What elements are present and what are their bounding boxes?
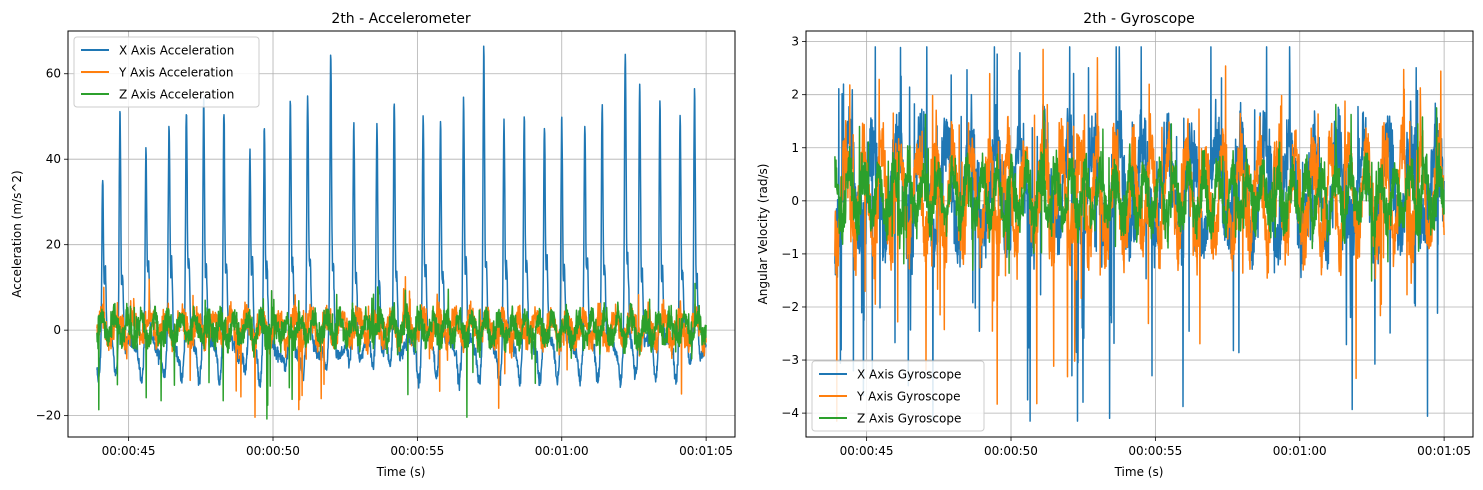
series-line-z-gyr (834, 103, 1445, 282)
gyroscope-x-ticks: 00:00:45 00:00:50 00:00:55 00:01:00 00:01:05 (840, 437, 1471, 458)
x-tick-label: 00:00:45 (102, 444, 156, 458)
y-tick-label: 20 (46, 238, 61, 252)
gyroscope-ylabel: Angular Velocity (rad/s) (756, 164, 770, 305)
gyroscope-y-ticks: −4 −3 −2 −1 0 1 2 3 (781, 35, 806, 420)
x-tick-label: 00:01:00 (1273, 444, 1327, 458)
accelerometer-chart: 2th - Accelerometer 00:00:45 00:00:50 00:0… (10, 11, 736, 479)
x-tick-label: 00:01:05 (1417, 444, 1471, 458)
gyroscope-xlabel: Time (s) (1114, 465, 1164, 479)
y-tick-label: 60 (46, 67, 61, 81)
legend-label-y: Y Axis Acceleration (118, 66, 233, 80)
series-line-x-acc (96, 45, 707, 392)
accelerometer-ylabel: Acceleration (m/s^2) (10, 170, 24, 297)
x-tick-label: 00:01:05 (679, 444, 733, 458)
x-tick-label: 00:00:50 (984, 444, 1038, 458)
x-tick-label: 00:00:45 (840, 444, 894, 458)
legend-label-x: X Axis Acceleration (119, 44, 234, 58)
legend-box (73, 36, 260, 108)
accelerometer-plot-frame (67, 30, 736, 438)
accelerometer-y-ticks: −20 0 20 40 60 (36, 67, 68, 423)
legend-label-z: Z Axis Acceleration (119, 88, 234, 102)
y-tick-label: 2 (791, 88, 799, 102)
y-tick-label: −20 (36, 409, 61, 423)
y-tick-label: 40 (46, 152, 61, 166)
gyroscope-legend: X Axis Gyroscope Y Axis Gyroscope Z Axis… (811, 360, 985, 432)
series-line-z-acc (96, 282, 707, 420)
y-tick-label: −4 (781, 406, 799, 420)
gyroscope-series (834, 46, 1445, 422)
gyroscope-chart: 2th - Gyroscope 00:00:45 00:00:50 00:00:55… (756, 11, 1474, 479)
accelerometer-series (96, 45, 707, 420)
y-tick-label: −3 (781, 353, 799, 367)
legend-label-x: X Axis Gyroscope (857, 368, 961, 382)
x-tick-label: 00:00:55 (390, 444, 444, 458)
y-tick-label: −2 (781, 300, 799, 314)
y-tick-label: 3 (791, 35, 799, 49)
gyroscope-title: 2th - Gyroscope (1083, 11, 1194, 27)
y-tick-label: 0 (791, 194, 799, 208)
y-tick-label: 0 (53, 323, 61, 337)
legend-label-y: Y Axis Gyroscope (856, 390, 960, 404)
y-tick-label: −1 (781, 247, 799, 261)
y-tick-label: 1 (791, 141, 799, 155)
accelerometer-legend: X Axis Acceleration Y Axis Acceleration … (73, 36, 260, 108)
x-tick-label: 00:00:55 (1128, 444, 1182, 458)
legend-label-z: Z Axis Gyroscope (857, 412, 961, 426)
x-tick-label: 00:00:50 (246, 444, 300, 458)
gyroscope-plot-frame (805, 30, 1474, 438)
x-tick-label: 00:01:00 (535, 444, 589, 458)
accelerometer-xlabel: Time (s) (376, 465, 426, 479)
accelerometer-title: 2th - Accelerometer (331, 11, 470, 27)
legend-box (811, 360, 985, 432)
accelerometer-x-ticks: 00:00:45 00:00:50 00:00:55 00:01:00 00:01:05 (102, 437, 733, 458)
